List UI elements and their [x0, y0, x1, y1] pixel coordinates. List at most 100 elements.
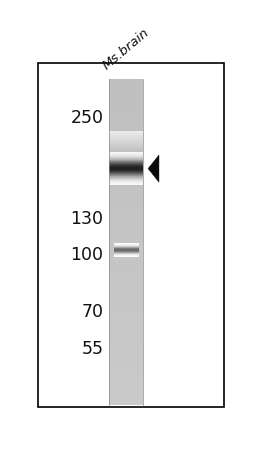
Bar	[109, 356, 143, 364]
Bar	[109, 163, 143, 164]
Bar	[109, 154, 143, 155]
Bar	[114, 250, 139, 251]
Bar	[109, 166, 143, 167]
Bar	[109, 138, 143, 139]
Bar	[109, 183, 143, 184]
Bar	[109, 171, 143, 172]
Text: 55: 55	[81, 340, 103, 359]
Bar	[109, 299, 143, 307]
Bar	[114, 256, 139, 257]
Bar	[109, 161, 143, 162]
Bar	[109, 144, 143, 145]
Bar	[109, 144, 143, 153]
Bar	[109, 380, 143, 389]
Bar	[109, 87, 143, 95]
Bar	[109, 315, 143, 324]
Bar	[109, 173, 143, 174]
Bar	[109, 170, 143, 171]
Bar	[109, 134, 143, 135]
Bar	[109, 131, 143, 132]
Bar	[109, 168, 143, 169]
Bar	[109, 180, 143, 181]
Bar	[109, 140, 143, 142]
Bar	[109, 177, 143, 178]
Bar	[109, 147, 143, 148]
Bar	[109, 152, 143, 153]
Bar	[109, 79, 143, 405]
Bar	[109, 226, 143, 234]
Bar	[114, 253, 139, 254]
Bar	[109, 136, 143, 144]
Bar	[109, 156, 143, 157]
Bar	[109, 176, 143, 177]
Bar	[114, 252, 139, 253]
Bar	[109, 158, 143, 159]
Bar	[109, 112, 143, 120]
Bar	[109, 148, 143, 149]
Bar	[109, 146, 143, 147]
Bar	[109, 142, 143, 143]
Bar	[109, 175, 143, 176]
Bar	[109, 169, 143, 170]
Bar	[109, 364, 143, 372]
Bar	[114, 246, 139, 247]
Bar	[114, 243, 139, 244]
Bar	[114, 254, 139, 255]
Bar	[109, 201, 143, 209]
Bar	[109, 160, 143, 161]
Bar	[109, 291, 143, 299]
Bar	[109, 177, 143, 185]
Bar	[109, 120, 143, 128]
Bar	[109, 153, 143, 154]
Bar	[109, 182, 143, 183]
Polygon shape	[148, 155, 159, 182]
Bar	[109, 160, 143, 169]
Bar	[109, 162, 143, 163]
Text: 250: 250	[70, 109, 103, 127]
Bar	[114, 244, 139, 245]
Bar	[109, 149, 143, 150]
Bar	[114, 249, 139, 250]
Bar	[109, 164, 143, 165]
Bar	[109, 167, 143, 168]
Bar	[109, 145, 143, 146]
Bar	[109, 132, 143, 133]
Bar	[109, 274, 143, 283]
Bar	[109, 250, 143, 258]
Bar	[109, 258, 143, 266]
Bar	[109, 184, 143, 185]
Bar	[109, 179, 143, 180]
Text: 70: 70	[81, 303, 103, 321]
Bar	[114, 255, 139, 256]
Bar	[114, 251, 139, 252]
Bar	[109, 181, 143, 182]
Bar	[109, 193, 143, 201]
Bar	[109, 136, 143, 138]
Bar	[114, 247, 139, 248]
Bar	[109, 150, 143, 152]
Bar	[109, 104, 143, 112]
Bar	[109, 174, 143, 175]
Text: 130: 130	[70, 210, 103, 228]
Bar	[109, 153, 143, 160]
Bar	[109, 397, 143, 405]
Bar	[109, 159, 143, 160]
Bar	[109, 128, 143, 136]
Bar	[109, 283, 143, 291]
Bar	[109, 209, 143, 218]
Bar	[109, 324, 143, 332]
Bar	[114, 245, 139, 246]
Bar	[109, 307, 143, 315]
Bar	[109, 79, 143, 87]
Bar	[109, 340, 143, 348]
Bar	[109, 242, 143, 250]
Bar	[109, 266, 143, 274]
Bar	[109, 157, 143, 158]
Bar	[109, 169, 143, 177]
Bar	[109, 348, 143, 356]
Bar	[109, 172, 143, 173]
Bar	[109, 155, 143, 156]
Bar	[109, 165, 143, 166]
Bar	[109, 139, 143, 140]
Bar	[109, 185, 143, 193]
